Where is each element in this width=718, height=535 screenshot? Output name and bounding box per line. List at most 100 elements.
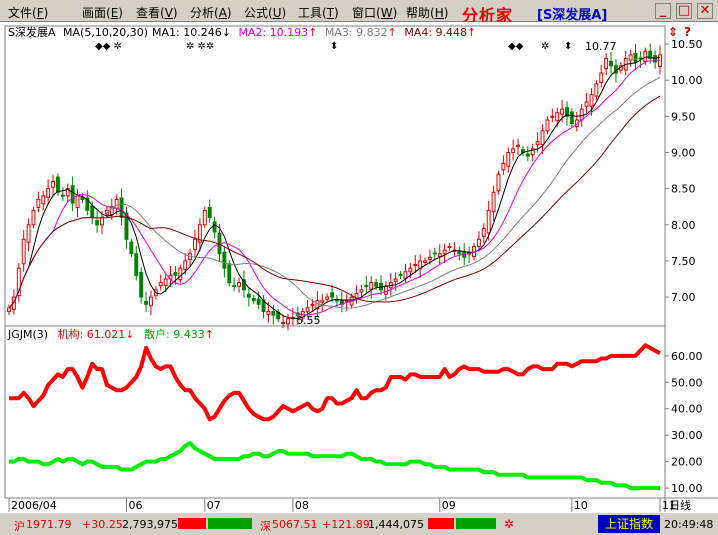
candle-body (163, 278, 168, 287)
menu-view[interactable]: 查看(V) (136, 6, 178, 20)
menu-screen[interactable]: 画面(E) (82, 6, 123, 20)
minimize-icon[interactable]: _ (655, 3, 671, 19)
candle-body (599, 72, 604, 83)
period-label[interactable]: 日线 (669, 498, 691, 512)
candle-body (535, 141, 540, 146)
kline-chart[interactable]: S深发展A MA(5,10,20,30) MA1: 10.246↓ MA2: 1… (0, 22, 718, 512)
candle-body (193, 238, 197, 250)
candle-body (266, 311, 271, 315)
date-tick-label: 10 (574, 499, 588, 512)
candle-body (207, 206, 212, 219)
candle-body (46, 188, 51, 198)
candle-body (139, 272, 144, 298)
candle-body (545, 119, 550, 132)
candle-body (383, 285, 388, 295)
candle-body (628, 54, 633, 61)
ma-line-4 (8, 95, 661, 309)
candle-body (31, 209, 36, 226)
date-tick-label: 11 (662, 499, 676, 512)
menu-file[interactable]: 文件(F) (8, 6, 49, 20)
indicator-title: JGJM(3) (7, 328, 48, 341)
candle-body (310, 303, 315, 306)
candle-body (565, 107, 569, 117)
candle-body (202, 209, 207, 226)
candle-body (51, 180, 56, 188)
candle-body (579, 108, 584, 121)
signal-icon[interactable]: ✲ (504, 517, 515, 531)
candle-body (418, 260, 423, 270)
candle-body (432, 252, 437, 255)
candle-body (594, 83, 599, 97)
candle-body (241, 279, 246, 291)
candle-body (403, 271, 408, 279)
ma2-value: 10.193 (270, 26, 309, 39)
indicator-tick-label: 20.00 (671, 456, 703, 469)
ma-line-1 (8, 56, 661, 319)
candle-body (7, 307, 11, 313)
ma3-value: 9.832 (356, 26, 388, 39)
candle-body (437, 253, 442, 258)
candle-body (65, 188, 70, 197)
candle-body (413, 264, 418, 267)
price-tick-label: 8.50 (671, 183, 696, 196)
candle-body (584, 101, 589, 107)
candle-body (85, 197, 90, 211)
candle-body (21, 238, 26, 265)
indicator-tick-label: 10.00 (671, 482, 703, 495)
price-tick-label: 8.00 (671, 219, 696, 232)
candle-body (374, 282, 379, 287)
candle-body (114, 198, 119, 209)
candle-body (481, 227, 486, 237)
low-price-label: 6.55 (296, 314, 321, 327)
candle-body (516, 144, 521, 147)
menu-formula[interactable]: 公式(U) (244, 6, 287, 20)
candle-body (251, 298, 256, 302)
sz-index: 5067.51 (272, 518, 318, 531)
candle-body (550, 115, 555, 118)
menu-bar: 文件(F) 画面(E) 查看(V) 分析(A) 公式(U) 工具(T) 窗口(W… (0, 0, 718, 25)
menu-tools[interactable]: 工具(T) (298, 6, 339, 20)
sz-down-bar (456, 518, 496, 529)
sz-volume: 1,444,075 (368, 518, 424, 531)
index-selector[interactable]: 上证指数 (598, 515, 660, 533)
menu-analyze[interactable]: 分析(A) (190, 6, 232, 20)
indicator-axis: 60.00 50.00 40.00 30.00 20.00 10.00 (665, 350, 703, 495)
menu-help[interactable]: 帮助(H) (406, 6, 449, 20)
candle-body (148, 296, 153, 307)
restore-icon[interactable]: □ (676, 3, 692, 19)
candle-body (476, 238, 481, 247)
ma-legend: MA1: 10.246↓ MA2: 10.193↑ MA3: 9.832↑ MA… (152, 26, 476, 39)
candle-body (511, 148, 516, 154)
sh-index: 1971.79 (26, 518, 72, 531)
date-tick-label: 2006/04 (11, 499, 57, 512)
candle-body (232, 285, 237, 288)
candle-body (80, 196, 85, 200)
candle-body (501, 162, 506, 171)
candle-body (227, 263, 232, 284)
candle-body (95, 219, 100, 226)
high-price-label: 10.77 (585, 40, 617, 53)
candle-body (41, 195, 46, 205)
candle-body (447, 245, 452, 248)
indicator-tick-label: 40.00 (671, 403, 703, 416)
candle-body (540, 130, 545, 146)
scroll-icon[interactable]: ⇕ (668, 25, 678, 39)
ma-line-3 (8, 76, 661, 309)
clock: 20:49:48 (664, 518, 714, 531)
menu-window[interactable]: 窗口(W) (352, 6, 398, 20)
candle-body (442, 249, 447, 255)
candle-body (124, 212, 129, 240)
help-icon[interactable]: ? (684, 25, 691, 39)
candle-body (569, 111, 574, 125)
candle-body (330, 292, 335, 298)
price-tick-label: 10.50 (671, 38, 703, 51)
date-axis: 2006/04 06 07 08 09 10 11 (8, 498, 676, 512)
indicator-tick-label: 50.00 (671, 376, 703, 389)
svg-text:⬍: ⬍ (564, 41, 572, 52)
candle-body (305, 307, 310, 313)
signal-markers: ◆◆ ✲ ✲ ✲✲ ⬍ ◆◆ ✲ ⬍ (95, 41, 572, 52)
svg-text:✲: ✲ (541, 41, 549, 52)
close-icon[interactable]: ✕ (697, 3, 713, 19)
candle-body (286, 318, 290, 325)
candle-body (408, 267, 413, 273)
